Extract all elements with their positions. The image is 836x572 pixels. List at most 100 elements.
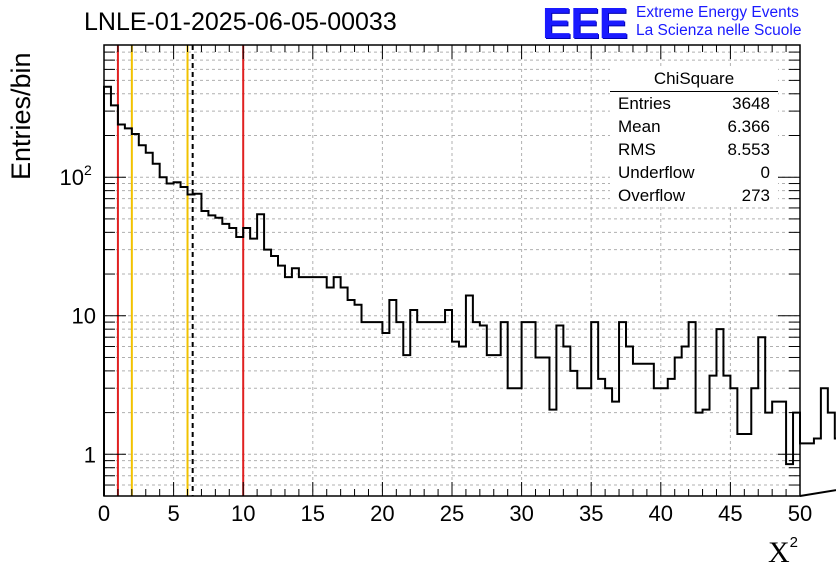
histogram-bin: [104, 87, 111, 496]
eee-logo: EEE: [542, 0, 628, 48]
histogram-bin: [271, 256, 278, 496]
plot-frame: [103, 44, 801, 497]
histogram-bin: [515, 388, 522, 496]
histogram-bin: [396, 322, 403, 496]
logo-line-1: Extreme Energy Events: [636, 4, 799, 21]
histogram-bin: [529, 322, 536, 496]
stats-value: 0: [760, 163, 770, 182]
histogram-bin: [549, 410, 556, 496]
histogram-bin: [243, 228, 250, 496]
stats-label: Mean: [618, 117, 661, 136]
stats-row-mean: Mean 6.366: [610, 115, 778, 138]
histogram-bin: [139, 145, 146, 496]
histogram-bin: [710, 376, 717, 496]
histogram-bin: [362, 322, 369, 496]
histogram-bin: [375, 322, 382, 496]
histogram-bin: [181, 187, 188, 496]
histogram-bin: [730, 388, 737, 496]
histogram-bin: [605, 388, 612, 496]
histogram-bin: [758, 337, 765, 496]
histogram-bin: [570, 371, 577, 496]
logo-caption: Extreme Energy Events La Scienza nelle S…: [636, 4, 801, 40]
histogram-bin: [591, 322, 598, 496]
x-tick-label: 15: [301, 501, 325, 526]
histogram-bin: [821, 388, 828, 496]
histogram-bin: [459, 346, 466, 496]
stats-label: Entries: [618, 94, 671, 113]
marker-lines: [116, 45, 245, 496]
histogram-bin: [466, 296, 473, 496]
stats-label: Underflow: [618, 163, 695, 182]
histogram-bin: [160, 177, 167, 496]
histogram-bin: [689, 322, 696, 496]
stats-value: 8.553: [727, 140, 770, 159]
stats-value: 273: [741, 186, 770, 205]
x-tick-label: 45: [718, 501, 742, 526]
histogram-bin: [292, 268, 299, 496]
histogram-bin: [619, 322, 626, 496]
stats-row-underflow: Underflow 0: [610, 161, 778, 184]
histogram-bin: [118, 125, 125, 496]
histogram-bin: [800, 443, 807, 496]
histogram-bin: [417, 322, 424, 496]
histogram-bin: [807, 443, 814, 496]
stats-value: 3648: [732, 94, 770, 113]
x-tick-label: 25: [440, 501, 464, 526]
histogram-bin: [612, 402, 619, 496]
histogram-bin: [278, 266, 285, 496]
histogram-bin: [341, 287, 348, 496]
axis-ticks: [103, 44, 801, 497]
histogram-bin: [487, 355, 494, 496]
x-axis-label: X2: [768, 534, 798, 570]
histogram-bin: [626, 346, 633, 496]
histogram-bin: [236, 237, 243, 496]
histogram-bin: [132, 134, 139, 496]
histogram-bin: [299, 277, 306, 496]
x-tick-label: 20: [370, 501, 394, 526]
histogram-bin: [431, 322, 438, 496]
histogram-bin: [368, 322, 375, 496]
logo-line-2: La Scienza nelle Scuole: [636, 22, 802, 39]
histogram-bin: [563, 346, 570, 496]
histogram-bin: [257, 214, 264, 496]
stats-row-entries: Entries 3648: [610, 92, 778, 115]
histogram-bin: [556, 326, 563, 496]
histogram-bin: [508, 388, 515, 496]
x-tick-label: 5: [167, 501, 179, 526]
histogram-bin: [828, 413, 835, 496]
y-axis-label: Entries/bin: [6, 52, 36, 180]
histogram-bin: [779, 402, 786, 496]
histogram-bin: [194, 194, 201, 496]
histogram-bin: [306, 277, 313, 496]
histogram-bin: [153, 164, 160, 496]
x-tick-label: 35: [579, 501, 603, 526]
histogram-bin: [661, 388, 668, 496]
histogram-bin: [786, 464, 793, 496]
histogram-bin: [542, 357, 549, 496]
grid-lines: [104, 44, 800, 497]
histogram-bin: [772, 402, 779, 496]
histogram-bin: [814, 439, 821, 496]
stats-label: RMS: [618, 140, 656, 159]
histogram-step-outline: [103, 85, 836, 497]
histogram-bin: [494, 355, 501, 496]
stats-title: ChiSquare: [610, 67, 778, 92]
x-tick-label: 40: [649, 501, 673, 526]
histogram-bin: [682, 346, 689, 496]
histogram-bin: [744, 434, 751, 496]
histogram-bin: [229, 228, 236, 496]
histogram-bin: [737, 434, 744, 496]
histogram-bin: [403, 355, 410, 496]
stats-label: Overflow: [618, 186, 686, 205]
histogram-bin: [327, 287, 334, 496]
histogram-bin: [250, 239, 257, 496]
histogram-bin: [334, 277, 341, 496]
histogram-bin: [501, 322, 508, 496]
histogram-bin: [654, 388, 661, 496]
histogram-bin: [222, 224, 229, 496]
histogram-bin: [675, 357, 682, 496]
histogram-bin: [536, 357, 543, 496]
histogram-bin: [111, 105, 118, 496]
histogram-bin: [584, 388, 591, 496]
